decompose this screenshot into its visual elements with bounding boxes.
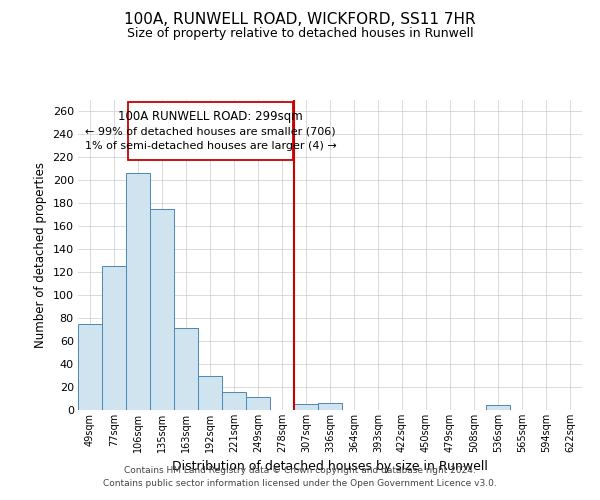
Bar bbox=[150, 209, 174, 410]
Bar bbox=[102, 266, 126, 410]
Text: 100A, RUNWELL ROAD, WICKFORD, SS11 7HR: 100A, RUNWELL ROAD, WICKFORD, SS11 7HR bbox=[124, 12, 476, 28]
Text: 100A RUNWELL ROAD: 299sqm: 100A RUNWELL ROAD: 299sqm bbox=[118, 110, 303, 124]
Bar bbox=[126, 174, 150, 410]
Text: Size of property relative to detached houses in Runwell: Size of property relative to detached ho… bbox=[127, 28, 473, 40]
Bar bbox=[78, 324, 102, 410]
Text: Contains HM Land Registry data © Crown copyright and database right 2024.
Contai: Contains HM Land Registry data © Crown c… bbox=[103, 466, 497, 487]
Bar bbox=[222, 392, 246, 410]
Bar bbox=[318, 403, 342, 410]
Y-axis label: Number of detached properties: Number of detached properties bbox=[34, 162, 47, 348]
Bar bbox=[246, 398, 270, 410]
X-axis label: Distribution of detached houses by size in Runwell: Distribution of detached houses by size … bbox=[172, 460, 488, 473]
Bar bbox=[174, 328, 198, 410]
Text: 1% of semi-detached houses are larger (4) →: 1% of semi-detached houses are larger (4… bbox=[85, 142, 337, 152]
Text: ← 99% of detached houses are smaller (706): ← 99% of detached houses are smaller (70… bbox=[85, 126, 336, 136]
Bar bbox=[198, 376, 222, 410]
Bar bbox=[128, 102, 293, 160]
Bar bbox=[294, 404, 318, 410]
Bar bbox=[486, 406, 510, 410]
